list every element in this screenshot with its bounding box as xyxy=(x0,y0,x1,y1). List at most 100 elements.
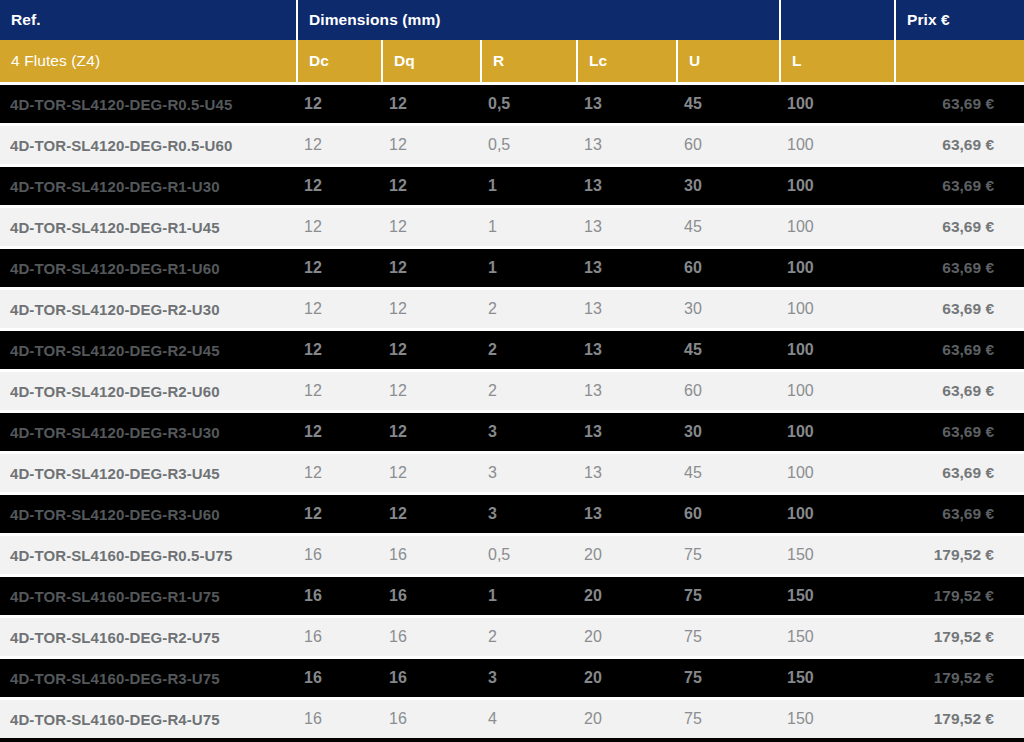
r-cell: 2 xyxy=(480,618,576,656)
dc-cell: 12 xyxy=(296,167,381,205)
u-cell: 30 xyxy=(676,413,779,451)
subheader-row: 4 Flutes (Z4) Dc Dq R Lc U L xyxy=(0,40,1024,82)
r-cell: 3 xyxy=(480,495,576,533)
l-cell: 100 xyxy=(779,249,894,287)
table-row: 4D-TOR-SL4160-DEG-R1-U75 16 16 1 20 75 1… xyxy=(0,577,1024,615)
l-cell: 150 xyxy=(779,659,894,697)
lc-column-header: Lc xyxy=(576,40,676,82)
r-cell: 3 xyxy=(480,454,576,492)
dc-cell: 16 xyxy=(296,700,381,738)
lc-cell: 20 xyxy=(576,618,676,656)
table-row: 4D-TOR-SL4120-DEG-R0.5-U45 12 12 0,5 13 … xyxy=(0,85,1024,123)
dc-cell: 12 xyxy=(296,372,381,410)
l-cell: 100 xyxy=(779,454,894,492)
u-cell: 30 xyxy=(676,290,779,328)
table-row: 4D-TOR-SL4120-DEG-R1-U45 12 12 1 13 45 1… xyxy=(0,208,1024,246)
u-column-header: U xyxy=(676,40,779,82)
ref-column-header: Ref. xyxy=(0,0,296,40)
ref-cell: 4D-TOR-SL4120-DEG-R1-U60 xyxy=(0,249,296,287)
dc-cell: 12 xyxy=(296,454,381,492)
r-cell: 0,5 xyxy=(480,85,576,123)
ref-cell: 4D-TOR-SL4160-DEG-R3-U75 xyxy=(0,659,296,697)
table-row: 4D-TOR-SL4160-DEG-R4-U75 16 16 4 20 75 1… xyxy=(0,700,1024,738)
ref-cell: 4D-TOR-SL4120-DEG-R2-U45 xyxy=(0,331,296,369)
table-row: 4D-TOR-SL4120-DEG-R3-U30 12 12 3 13 30 1… xyxy=(0,413,1024,451)
dq-cell: 12 xyxy=(381,413,480,451)
lc-cell: 13 xyxy=(576,290,676,328)
r-column-header: R xyxy=(480,40,576,82)
dc-cell: 16 xyxy=(296,536,381,574)
l-cell: 100 xyxy=(779,495,894,533)
table-row: 4D-TOR-SL4160-DEG-R2-U75 16 16 2 20 75 1… xyxy=(0,618,1024,656)
dimensions-group-header: Dimensions (mm) xyxy=(296,0,779,40)
ref-cell: 4D-TOR-SL4160-DEG-R1-U75 xyxy=(0,577,296,615)
dc-cell: 12 xyxy=(296,208,381,246)
u-cell: 30 xyxy=(676,167,779,205)
table-row: 4D-TOR-SL4120-DEG-R3-U60 12 12 3 13 60 1… xyxy=(0,495,1024,533)
price-cell: 179,52 € xyxy=(894,577,1024,615)
price-cell: 63,69 € xyxy=(894,249,1024,287)
pricing-table: Ref. Dimensions (mm) Prix € 4 Flutes (Z4… xyxy=(0,0,1024,742)
lc-cell: 13 xyxy=(576,495,676,533)
price-cell: 179,52 € xyxy=(894,659,1024,697)
u-cell: 75 xyxy=(676,618,779,656)
l-cell: 100 xyxy=(779,331,894,369)
price-cell: 63,69 € xyxy=(894,167,1024,205)
u-cell: 60 xyxy=(676,126,779,164)
ref-cell: 4D-TOR-SL4120-DEG-R1-U30 xyxy=(0,167,296,205)
table-row: 4D-TOR-SL4120-DEG-R1-U60 12 12 1 13 60 1… xyxy=(0,249,1024,287)
dc-cell: 12 xyxy=(296,249,381,287)
dc-cell: 16 xyxy=(296,577,381,615)
subheader-price-cell xyxy=(894,40,1024,82)
u-cell: 45 xyxy=(676,454,779,492)
l-cell: 100 xyxy=(779,413,894,451)
price-cell: 63,69 € xyxy=(894,290,1024,328)
ref-cell: 4D-TOR-SL4120-DEG-R0.5-U60 xyxy=(0,126,296,164)
lc-cell: 13 xyxy=(576,413,676,451)
dq-cell: 12 xyxy=(381,126,480,164)
lc-cell: 13 xyxy=(576,454,676,492)
lc-cell: 20 xyxy=(576,659,676,697)
lc-cell: 13 xyxy=(576,167,676,205)
price-cell: 63,69 € xyxy=(894,454,1024,492)
l-cell: 100 xyxy=(779,85,894,123)
price-cell: 179,52 € xyxy=(894,536,1024,574)
lc-cell: 13 xyxy=(576,208,676,246)
dc-cell: 12 xyxy=(296,331,381,369)
table-row: 4D-TOR-SL4120-DEG-R2-U60 12 12 2 13 60 1… xyxy=(0,372,1024,410)
dc-cell: 16 xyxy=(296,659,381,697)
dq-cell: 16 xyxy=(381,700,480,738)
l-cell: 150 xyxy=(779,536,894,574)
l-cell: 100 xyxy=(779,167,894,205)
price-cell: 63,69 € xyxy=(894,331,1024,369)
price-cell: 179,52 € xyxy=(894,618,1024,656)
r-cell: 1 xyxy=(480,167,576,205)
table-row: 4D-TOR-SL4120-DEG-R2-U30 12 12 2 13 30 1… xyxy=(0,290,1024,328)
r-cell: 3 xyxy=(480,659,576,697)
lc-cell: 13 xyxy=(576,126,676,164)
dc-cell: 12 xyxy=(296,126,381,164)
r-cell: 2 xyxy=(480,372,576,410)
dq-cell: 12 xyxy=(381,208,480,246)
dq-cell: 12 xyxy=(381,454,480,492)
lc-cell: 20 xyxy=(576,577,676,615)
dq-cell: 16 xyxy=(381,577,480,615)
lc-cell: 20 xyxy=(576,700,676,738)
ref-cell: 4D-TOR-SL4120-DEG-R2-U30 xyxy=(0,290,296,328)
lc-cell: 13 xyxy=(576,331,676,369)
price-cell: 63,69 € xyxy=(894,495,1024,533)
table-row: 4D-TOR-SL4120-DEG-R1-U30 12 12 1 13 30 1… xyxy=(0,167,1024,205)
l-cell: 100 xyxy=(779,372,894,410)
price-cell: 63,69 € xyxy=(894,208,1024,246)
u-cell: 75 xyxy=(676,577,779,615)
bottom-border xyxy=(0,738,1024,742)
dc-cell: 16 xyxy=(296,618,381,656)
table-row: 4D-TOR-SL4120-DEG-R0.5-U60 12 12 0,5 13 … xyxy=(0,126,1024,164)
price-cell: 179,52 € xyxy=(894,700,1024,738)
lc-cell: 13 xyxy=(576,249,676,287)
dq-cell: 12 xyxy=(381,331,480,369)
table-row: 4D-TOR-SL4160-DEG-R3-U75 16 16 3 20 75 1… xyxy=(0,659,1024,697)
dq-cell: 16 xyxy=(381,618,480,656)
dq-cell: 12 xyxy=(381,495,480,533)
price-cell: 63,69 € xyxy=(894,372,1024,410)
